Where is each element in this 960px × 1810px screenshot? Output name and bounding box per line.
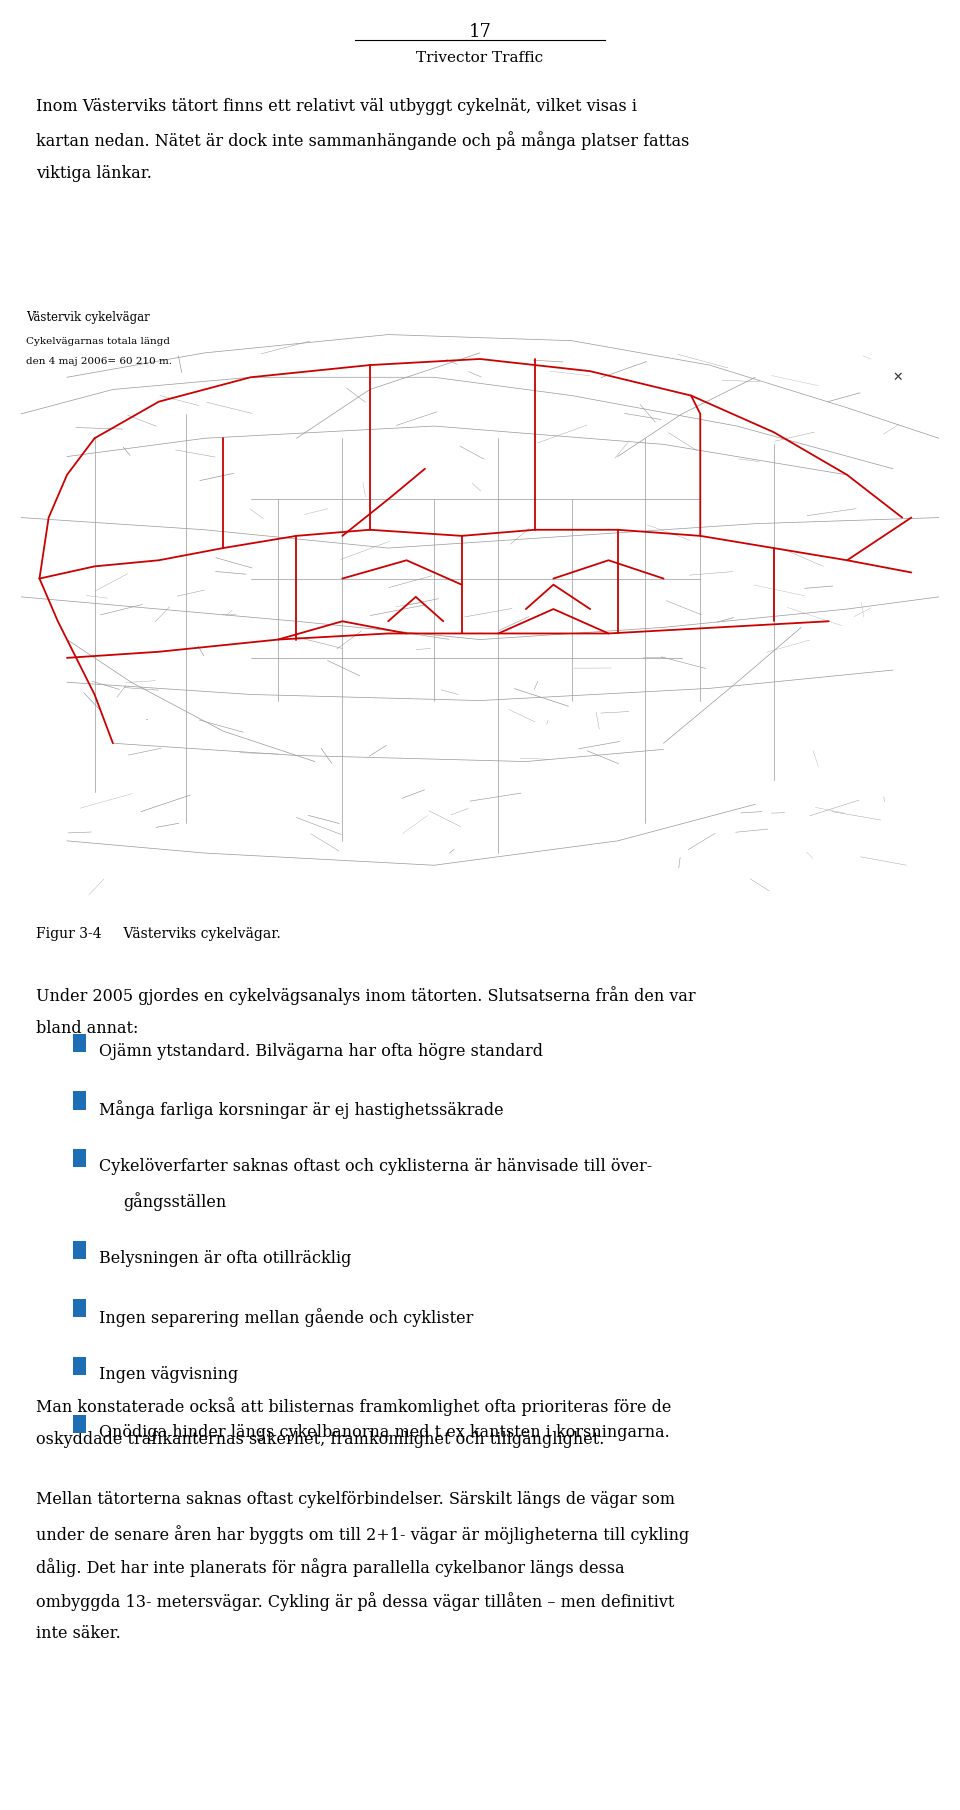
Text: Inom Västerviks tätort finns ett relativt väl utbyggt cykelnät, vilket visas i: Inom Västerviks tätort finns ett relativ… <box>36 98 637 114</box>
Text: Mellan tätorterna saknas oftast cykelförbindelser. Särskilt längs de vägar som: Mellan tätorterna saknas oftast cykelför… <box>36 1491 676 1508</box>
Bar <box>73 1242 86 1260</box>
Text: Cykelvägarnas totala längd: Cykelvägarnas totala längd <box>26 337 170 346</box>
Text: under de senare åren har byggts om till 2+1- vägar är möjligheterna till cykling: under de senare åren har byggts om till … <box>36 1524 689 1544</box>
Text: Västervik cykelvägar: Västervik cykelvägar <box>26 311 150 324</box>
Text: Cykelöverfarter saknas oftast och cyklisterna är hänvisade till över-: Cykelöverfarter saknas oftast och cyklis… <box>99 1158 652 1175</box>
Text: Många farliga korsningar är ej hastighetssäkrade: Många farliga korsningar är ej hastighet… <box>99 1100 503 1119</box>
Bar <box>73 1034 86 1052</box>
Text: Man konstaterade också att bilisternas framkomlighet ofta prioriteras före de: Man konstaterade också att bilisternas f… <box>36 1397 672 1415</box>
Text: Ingen vägvisning: Ingen vägvisning <box>99 1367 238 1383</box>
Text: ✕: ✕ <box>893 371 902 384</box>
Bar <box>73 1300 86 1318</box>
Text: Under 2005 gjordes en cykelvägsanalys inom tätorten. Slutsatserna från den var: Under 2005 gjordes en cykelvägsanalys in… <box>36 986 696 1005</box>
Text: Trivector Traffic: Trivector Traffic <box>417 51 543 65</box>
Bar <box>73 1358 86 1376</box>
Text: Ingen separering mellan gående och cyklister: Ingen separering mellan gående och cykli… <box>99 1307 473 1327</box>
Text: gångsställen: gångsställen <box>123 1193 227 1211</box>
Text: Figur 3-4     Västerviks cykelvägar.: Figur 3-4 Västerviks cykelvägar. <box>36 927 281 941</box>
Text: 17: 17 <box>468 22 492 40</box>
Bar <box>73 1415 86 1434</box>
Text: oskyddade trafikanternas säkerhet, framkomlighet och tillgänglighet.: oskyddade trafikanternas säkerhet, framk… <box>36 1430 605 1448</box>
Text: viktiga länkar.: viktiga länkar. <box>36 165 153 181</box>
Bar <box>73 1091 86 1110</box>
Text: kartan nedan. Nätet är dock inte sammanhängande och på många platser fattas: kartan nedan. Nätet är dock inte sammanh… <box>36 132 690 150</box>
Text: Onödiga hinder längs cykelbanorna med t ex kantsten i korsningarna.: Onödiga hinder längs cykelbanorna med t … <box>99 1423 670 1441</box>
Text: ombyggda 13- metersvägar. Cykling är på dessa vägar tillåten – men definitivt: ombyggda 13- metersvägar. Cykling är på … <box>36 1593 675 1611</box>
Text: bland annat:: bland annat: <box>36 1021 139 1037</box>
Bar <box>73 1149 86 1167</box>
Text: dålig. Det har inte planerats för några parallella cykelbanor längs dessa: dålig. Det har inte planerats för några … <box>36 1558 625 1577</box>
Text: den 4 maj 2006= 60 210 m.: den 4 maj 2006= 60 210 m. <box>26 357 172 366</box>
Text: Ojämn ytstandard. Bilvägarna har ofta högre standard: Ojämn ytstandard. Bilvägarna har ofta hö… <box>99 1043 543 1059</box>
Text: inte säker.: inte säker. <box>36 1625 121 1642</box>
Text: Belysningen är ofta otillräcklig: Belysningen är ofta otillräcklig <box>99 1249 351 1267</box>
Bar <box>21 304 939 914</box>
